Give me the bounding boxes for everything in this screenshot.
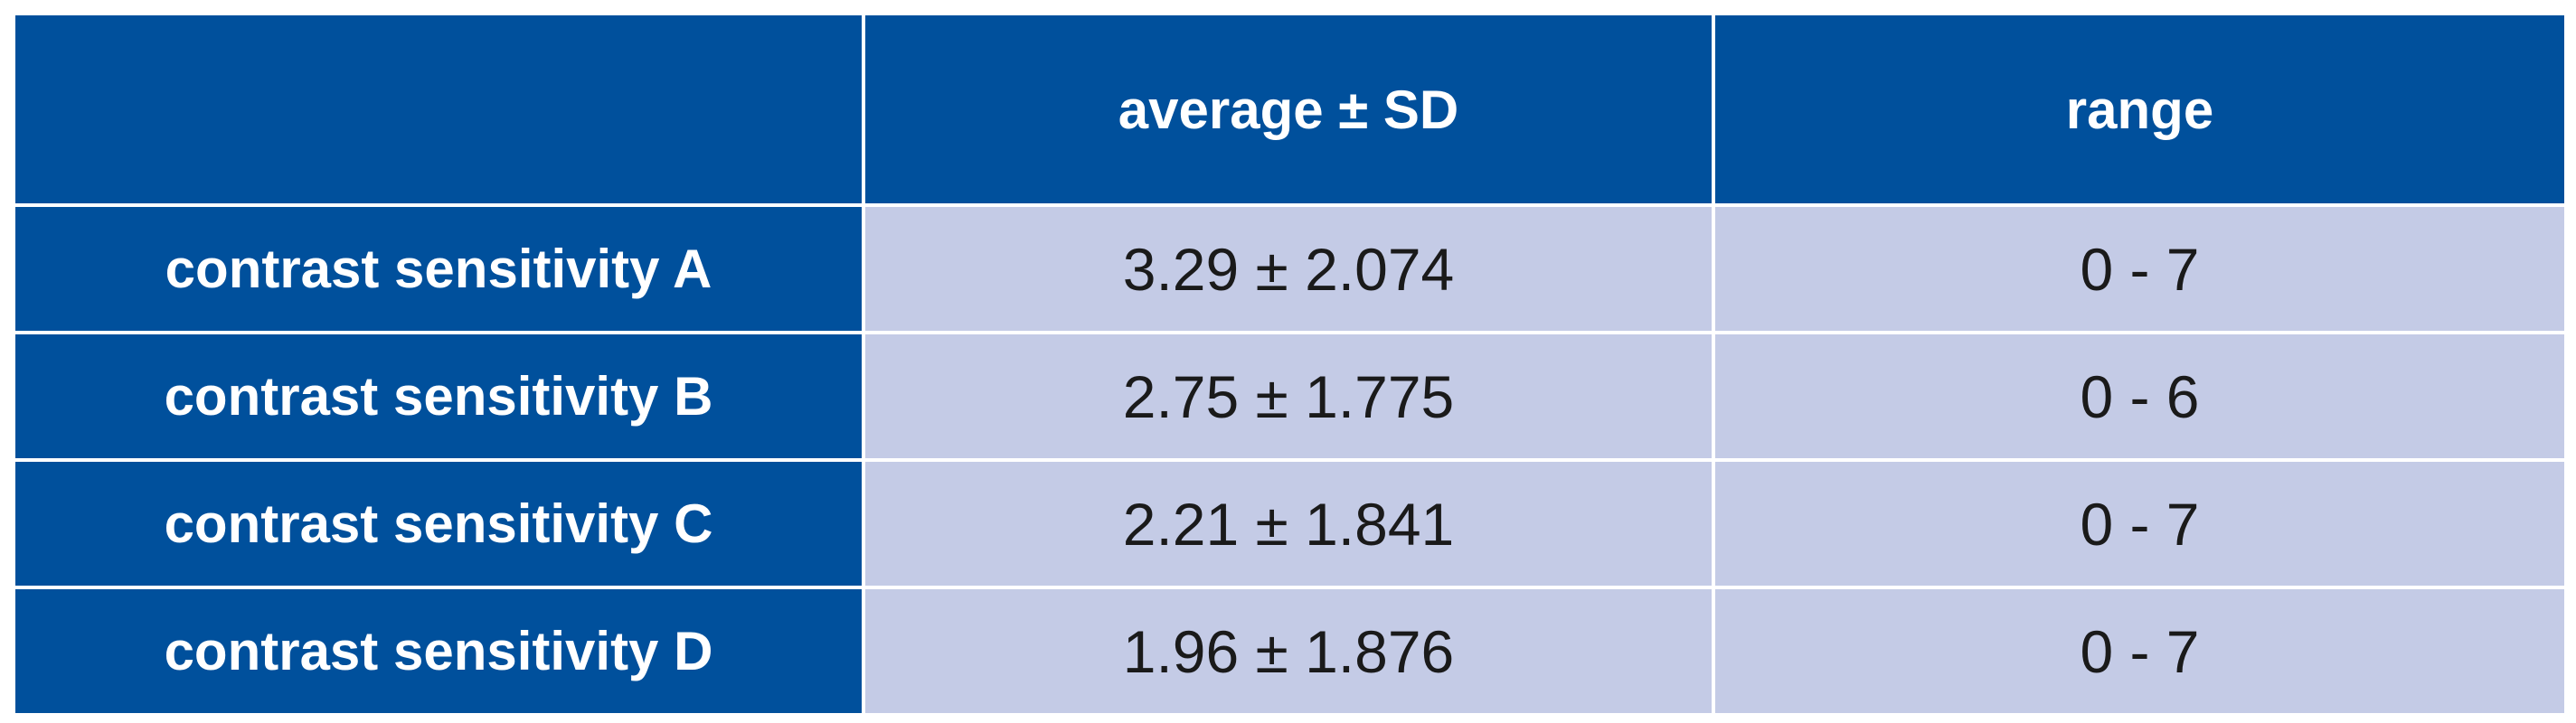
table-row: contrast sensitivity D 1.96 ± 1.876 0 - … — [12, 586, 2568, 717]
header-range: range — [1712, 12, 2568, 207]
average-sd-value: 1.96 ± 1.876 — [862, 586, 1715, 717]
header-empty-cell — [12, 12, 865, 207]
header-row: average ± SD range — [12, 12, 2568, 207]
range-value: 0 - 7 — [1712, 203, 2568, 334]
average-sd-value: 3.29 ± 2.074 — [862, 203, 1715, 334]
table-row: contrast sensitivity B 2.75 ± 1.775 0 - … — [12, 331, 2568, 462]
average-sd-value: 2.21 ± 1.841 — [862, 458, 1715, 589]
row-label: contrast sensitivity B — [12, 331, 865, 462]
range-value: 0 - 7 — [1712, 586, 2568, 717]
row-label: contrast sensitivity C — [12, 458, 865, 589]
row-label: contrast sensitivity D — [12, 586, 865, 717]
table-row: contrast sensitivity C 2.21 ± 1.841 0 - … — [12, 458, 2568, 589]
contrast-sensitivity-table: average ± SD range contrast sensitivity … — [12, 12, 2568, 717]
header-average-sd: average ± SD — [862, 12, 1715, 207]
table-row: contrast sensitivity A 3.29 ± 2.074 0 - … — [12, 203, 2568, 334]
average-sd-value: 2.75 ± 1.775 — [862, 331, 1715, 462]
row-label: contrast sensitivity A — [12, 203, 865, 334]
range-value: 0 - 7 — [1712, 458, 2568, 589]
range-value: 0 - 6 — [1712, 331, 2568, 462]
